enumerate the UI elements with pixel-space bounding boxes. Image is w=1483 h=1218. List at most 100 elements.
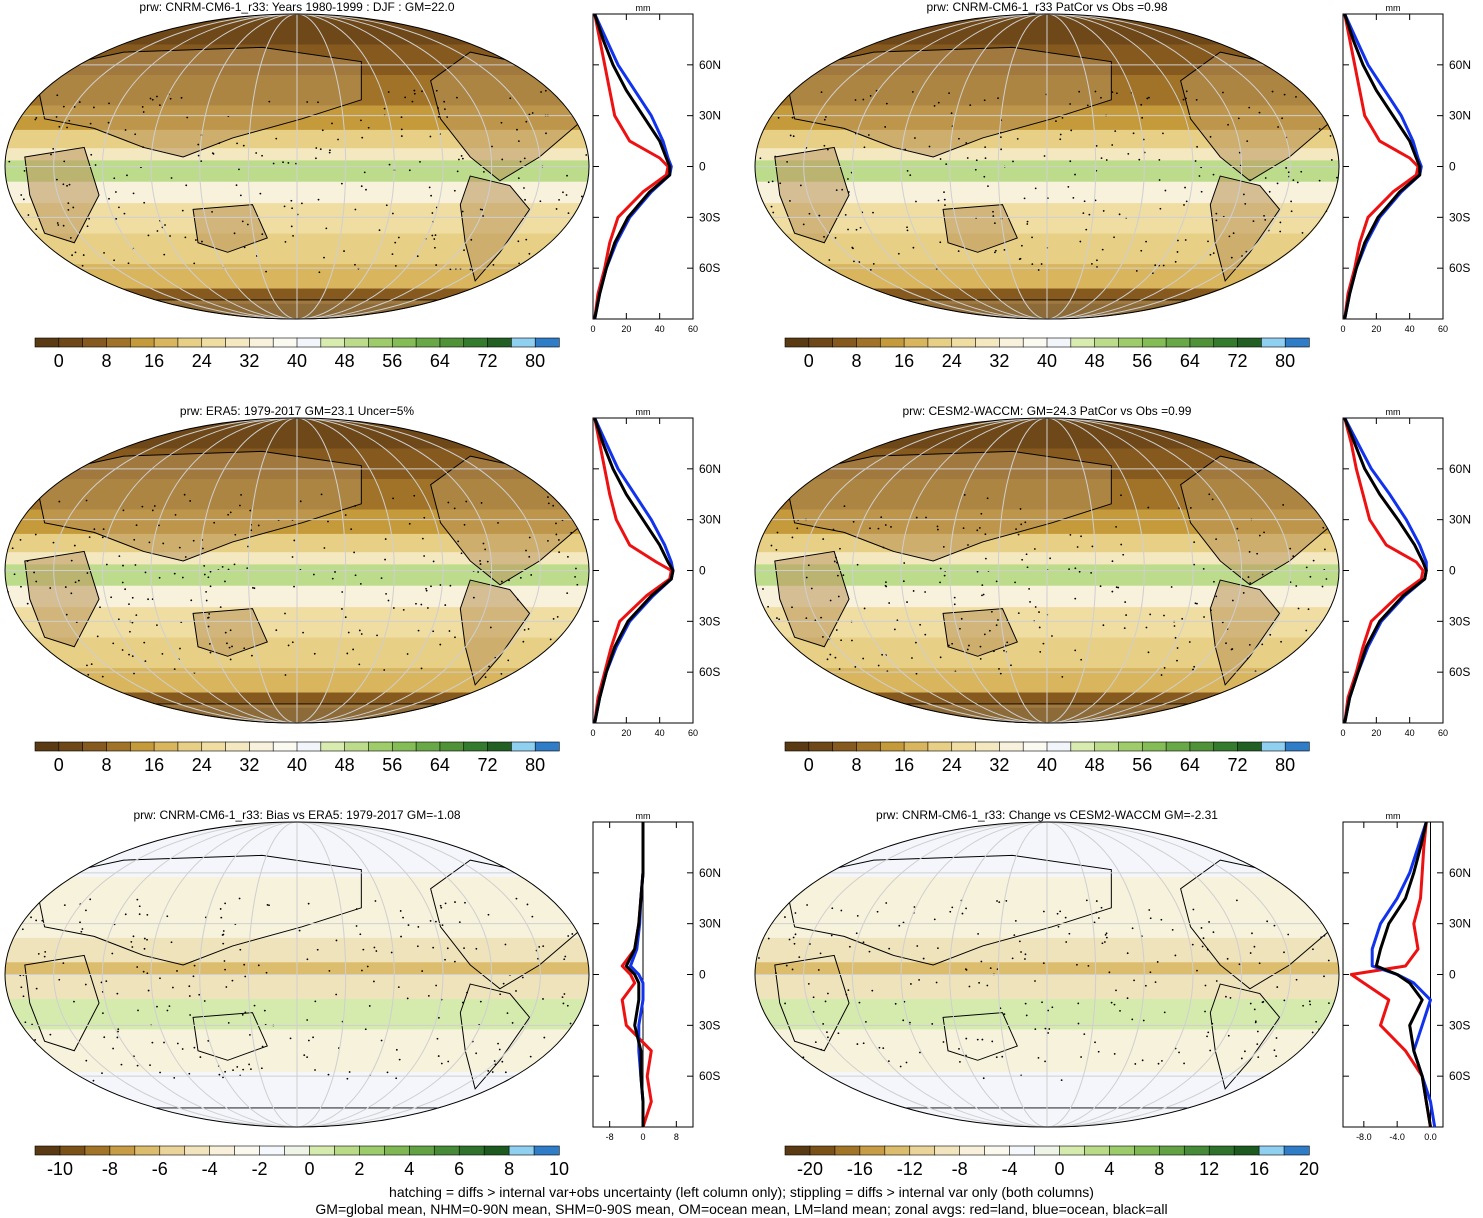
stipple-dot [999,131,1002,134]
stipple-dot [842,574,845,577]
zonal-lat-label: 60S [699,1069,720,1083]
stipple-dot [1200,190,1203,193]
stipple-dot [501,158,504,161]
colorbar-swatch [1183,1145,1210,1156]
stipple-dot [219,908,222,910]
stipple-dot [910,983,912,985]
stipple-dot [172,986,174,989]
stipple-dot [518,262,520,265]
colorbar-swatch [368,337,393,348]
stipple-dot [858,1001,861,1004]
stipple-dot [207,576,210,579]
stipple-dot [354,208,357,211]
stipple-dot [85,499,88,502]
stipple-dot [1292,555,1295,557]
stipple-dot [786,161,788,163]
stipple-dot [757,939,760,942]
stipple-dot [162,542,165,545]
stipple-dot [394,264,397,267]
stipple-dot [231,979,234,982]
graticule-meridian [296,14,347,320]
colorbar-swatch [368,741,393,752]
graticule-meridian [803,14,1048,320]
stipple-dot [568,265,570,268]
stipple-dot [1074,567,1077,570]
stipple-dot [186,116,189,119]
stipple-dot [1299,673,1302,675]
stipple-dot [358,663,361,666]
stipple-dot [493,1060,496,1062]
stipple-dot [272,162,275,165]
stipple-dot [1206,1035,1208,1038]
stipple-dot [1317,238,1319,241]
stipple-dot [1083,1033,1086,1036]
stipple-dot [124,129,127,131]
stipple-dot [823,118,826,121]
stipple-dot [1261,573,1264,576]
stipple-dot [552,504,555,507]
colorbar-swatch [1237,741,1262,752]
stipple-dot [906,169,909,172]
stipple-dot [768,1056,771,1059]
stipple-dot [101,1072,103,1075]
colorbar-swatch [809,1145,836,1156]
stipple-dot [1103,941,1106,943]
stipple-dot [1181,617,1184,620]
stipple-dot [243,647,246,650]
colorbar-label: 4 [1104,1159,1114,1179]
stipple-dot [500,672,503,675]
stipple-dot [143,937,146,940]
stipple-dot [432,630,435,633]
graticule-meridian [199,822,298,1128]
stipple-dot [241,1013,244,1016]
stipple-dot [1242,592,1245,594]
stipple-dot [1279,230,1282,233]
stipple-dot [836,574,839,577]
stipple-dot [1256,1043,1259,1045]
graticule-meridian [851,822,1048,1128]
stipple-dot [884,126,887,128]
graticule-meridian [1046,14,1291,320]
stipple-dot [413,89,416,92]
stipple-dot [96,635,99,638]
stipple-dot [888,947,891,950]
stipple-dot [1263,215,1265,217]
stipple-dot [239,948,242,951]
stipple-dot [572,1051,575,1054]
stipple-dot [141,106,144,108]
stipple-dot [1115,989,1117,992]
stipple-dot [885,102,888,105]
graticule-meridian [851,418,1048,724]
colorbar-label: -2 [252,1159,268,1179]
colorbar-swatch [1070,337,1096,348]
stipple-dot [807,982,810,985]
stipple-dot [439,643,442,646]
stipple-dot [967,544,969,546]
stipple-dot [767,605,769,608]
colorbar-swatch [109,1145,136,1156]
stipple-dot [918,979,920,981]
graticule-meridian [1046,14,1097,320]
stipple-dot [1320,936,1323,939]
stipple-dot [1204,1010,1206,1013]
stipple-dot [1145,240,1147,243]
stipple-dot [1282,504,1285,506]
colorbar-label: 48 [1085,755,1105,775]
stipple-dot [93,528,96,531]
map-projection [4,821,590,1128]
stipple-dot [1208,921,1210,923]
stipple-dot [427,607,429,609]
stipple-dot [987,185,989,188]
stipple-dot [1085,228,1088,231]
stipple-dot [1189,507,1192,509]
graticule-meridian [900,822,1048,1128]
stipple-dot [112,1047,114,1050]
stipple-dot [354,263,356,266]
stipple-dot [362,948,365,951]
stipple-dot [85,1059,88,1062]
stipple-dot [998,901,1001,904]
stipple-dot [35,228,38,231]
stipple-dot [220,916,223,919]
stipple-dot [1329,1027,1332,1030]
